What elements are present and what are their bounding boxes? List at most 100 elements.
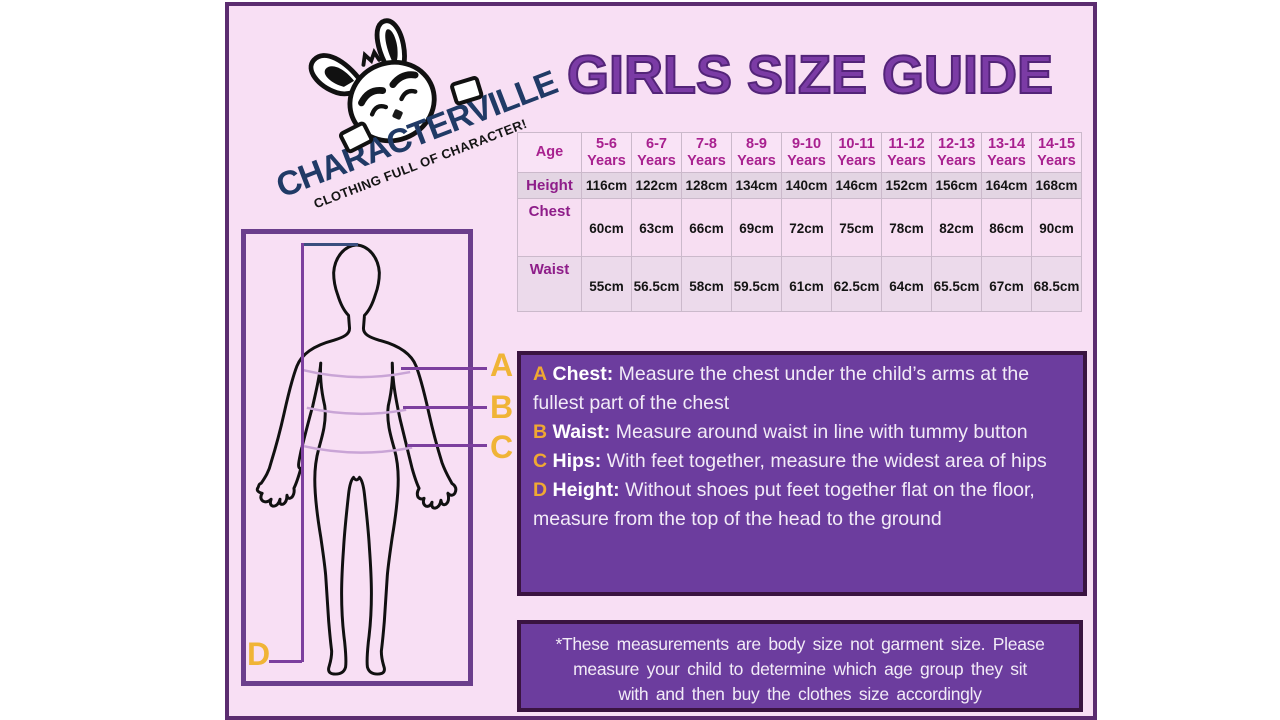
age-column-header: 11-12 Years [882, 133, 932, 173]
table-cell: 116cm [582, 173, 632, 199]
instruction-term: Chest: [552, 363, 614, 385]
row-label: Height [518, 173, 582, 199]
age-years-word: Years [1037, 152, 1076, 169]
note-line: with and then buy the clothes size accor… [618, 684, 982, 704]
age-column-header: 10-11 Years [832, 133, 882, 173]
age-years-word: Years [787, 152, 826, 169]
table-cell: 164cm [982, 173, 1032, 199]
table-cell: 168cm [1032, 173, 1082, 199]
age-range: 14-15 [1037, 135, 1076, 152]
age-column-header: 12-13 Years [932, 133, 982, 173]
instruction-text: With feet together, measure the widest a… [606, 450, 1047, 472]
age-range: 5-6 [596, 135, 617, 152]
table-cell: 68.5cm [1032, 257, 1082, 312]
instruction-item: B Waist: Measure around waist in line wi… [533, 418, 1071, 447]
table-cell: 152cm [882, 173, 932, 199]
table-cell: 65.5cm [932, 257, 982, 312]
age-column-header: 5-6 Years [582, 133, 632, 173]
instruction-item: A Chest: Measure the chest under the chi… [533, 360, 1071, 418]
measurement-note: *These measurements are body size not ga… [517, 620, 1083, 712]
hips-line [407, 444, 487, 447]
table-cell: 75cm [832, 199, 882, 257]
age-years-word: Years [637, 152, 676, 169]
height-line-bottom [269, 660, 302, 663]
label-d: D [247, 636, 271, 672]
page-title: GIRLS SIZE GUIDE [566, 44, 1054, 106]
height-line-vertical [301, 243, 304, 662]
instruction-item: C Hips: With feet together, measure the … [533, 447, 1071, 476]
age-column-header: 7-8 Years [682, 133, 732, 173]
age-years-word: Years [887, 152, 926, 169]
row-label: Waist [518, 257, 582, 312]
table-cell: 86cm [982, 199, 1032, 257]
table-cell: 56.5cm [632, 257, 682, 312]
age-range: 11-12 [888, 135, 925, 152]
table-cell: 55cm [582, 257, 632, 312]
table-cell: 63cm [632, 199, 682, 257]
table-cell: 134cm [732, 173, 782, 199]
table-cell: 67cm [982, 257, 1032, 312]
body-outline-icon [255, 243, 458, 676]
age-column-header: 6-7 Years [632, 133, 682, 173]
age-years-word: Years [587, 152, 626, 169]
instruction-term: Height: [552, 479, 620, 501]
figure-frame [241, 229, 473, 686]
instruction-letter: C [533, 450, 548, 472]
instruction-letter: B [533, 421, 548, 443]
age-years-word: Years [937, 152, 976, 169]
instruction-term: Waist: [552, 421, 611, 443]
table-cell: 66cm [682, 199, 732, 257]
instruction-text: Without shoes put feet together flat on … [533, 479, 1035, 530]
table-cell: 72cm [782, 199, 832, 257]
table-cell: 64cm [882, 257, 932, 312]
age-years-word: Years [987, 152, 1026, 169]
table-cell: 58cm [682, 257, 732, 312]
size-table: Age 5-6 Years 6-7 Years 7-8 Years 8-9 Years 9-10 Y… [517, 132, 1082, 312]
table-cell: 122cm [632, 173, 682, 199]
label-b: B [490, 389, 514, 425]
age-range: 12-13 [937, 135, 976, 152]
note-line: measure your child to determine which ag… [573, 659, 1027, 679]
age-column-header: 14-15 Years [1032, 133, 1082, 173]
table-cell: 128cm [682, 173, 732, 199]
age-range: 9-10 [791, 135, 822, 152]
instruction-term: Hips: [552, 450, 602, 472]
age-column-header: 13-14 Years [982, 133, 1032, 173]
instruction-letter: D [533, 479, 548, 501]
logo: CHARACTERVILLE CLOTHING FULL OF CHARACTE… [271, 18, 562, 226]
bunny-mascot-icon [308, 18, 437, 144]
instruction-text: Measure the chest under the child’s arms… [533, 363, 1030, 414]
table-cell: 59.5cm [732, 257, 782, 312]
age-column-header: 9-10 Years [782, 133, 832, 173]
table-cell: 140cm [782, 173, 832, 199]
note-line: *These measurements are body size not ga… [555, 634, 1045, 654]
instruction-letter: A [533, 363, 548, 385]
age-years-word: Years [737, 152, 776, 169]
age-header-cell: Age [518, 133, 582, 173]
row-label: Chest [518, 199, 582, 257]
measuring-instructions: A Chest: Measure the chest under the chi… [517, 351, 1087, 596]
table-cell: 62.5cm [832, 257, 882, 312]
table-cell: 78cm [882, 199, 932, 257]
age-years-word: Years [837, 152, 876, 169]
label-a: A [490, 347, 514, 383]
table-cell: 82cm [932, 199, 982, 257]
table-cell: 61cm [782, 257, 832, 312]
age-column-header: 8-9 Years [732, 133, 782, 173]
instruction-text: Measure around waist in line with tummy … [615, 421, 1028, 443]
age-range: 7-8 [696, 135, 717, 152]
height-line-top [302, 243, 358, 246]
age-years-word: Years [687, 152, 726, 169]
table-cell: 60cm [582, 199, 632, 257]
chest-line [401, 367, 487, 370]
label-c: C [490, 429, 514, 465]
instruction-item: D Height: Without shoes put feet togethe… [533, 476, 1071, 534]
waist-line [403, 406, 487, 409]
table-cell: 90cm [1032, 199, 1082, 257]
age-range: 8-9 [746, 135, 767, 152]
age-range: 6-7 [646, 135, 667, 152]
table-cell: 69cm [732, 199, 782, 257]
table-cell: 156cm [932, 173, 982, 199]
age-range: 13-14 [987, 135, 1026, 152]
